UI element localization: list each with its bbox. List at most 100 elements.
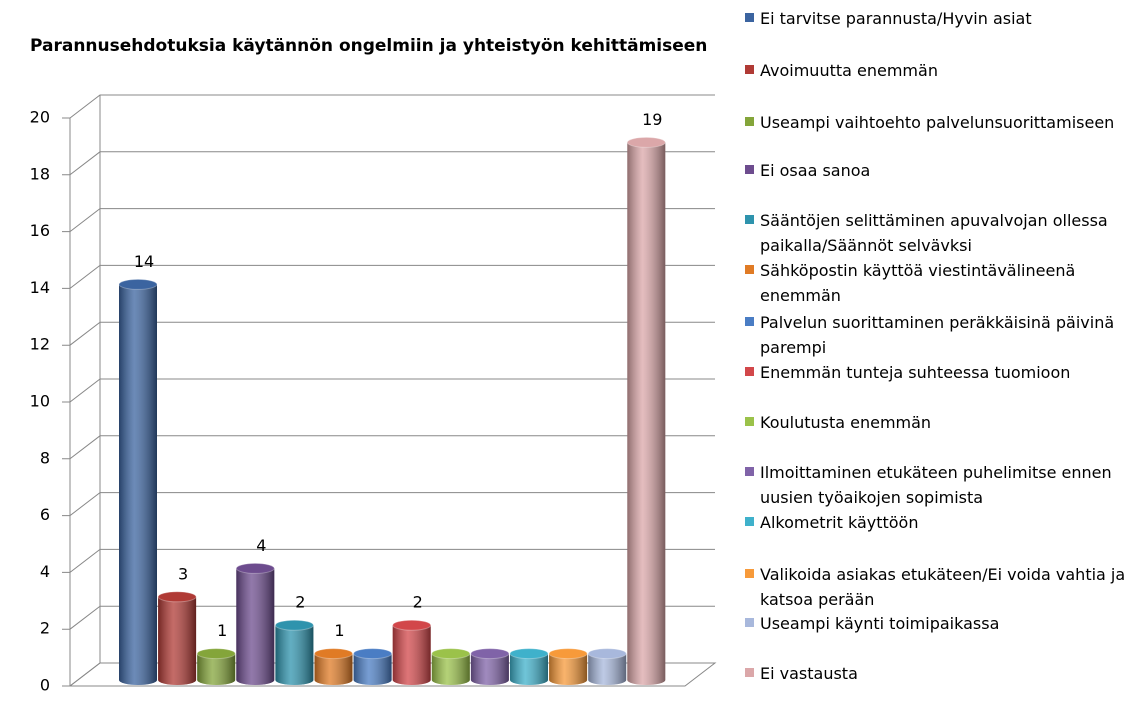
grid-line bbox=[62, 321, 715, 346]
bar-shade bbox=[431, 653, 470, 685]
bar-shade bbox=[236, 568, 275, 685]
bar-top bbox=[548, 648, 588, 660]
bar-shade bbox=[353, 653, 392, 685]
bar-top bbox=[587, 648, 627, 660]
y-tick-label: 2 bbox=[40, 619, 50, 638]
legend-label: Enemmän tunteja suhteessa tuomioon bbox=[760, 363, 1071, 382]
legend-label: Ei vastausta bbox=[760, 664, 858, 683]
bar-shade bbox=[470, 653, 509, 685]
y-tick-label: 12 bbox=[30, 335, 50, 354]
data-label: 1 bbox=[217, 621, 227, 640]
bar bbox=[274, 619, 314, 685]
y-tick-label: 6 bbox=[40, 505, 50, 524]
bar-top bbox=[353, 648, 393, 660]
grid-line bbox=[62, 94, 715, 119]
y-tick-label: 18 bbox=[30, 164, 50, 183]
data-label: 19 bbox=[642, 110, 662, 129]
legend-swatch bbox=[745, 367, 754, 376]
grid-line bbox=[62, 435, 715, 460]
bar-top bbox=[509, 648, 549, 660]
legend-item: Sääntöjen selittäminen apuvalvojan olles… bbox=[745, 208, 1134, 258]
data-label: 2 bbox=[413, 593, 423, 612]
legend-label: Ei tarvitse parannusta/Hyvin asiat bbox=[760, 9, 1032, 28]
bar-top bbox=[118, 278, 158, 290]
grid-line bbox=[62, 548, 715, 573]
legend-swatch bbox=[745, 668, 754, 677]
legend-item: Koulutusta enemmän bbox=[745, 410, 1134, 435]
legend-item: Enemmän tunteja suhteessa tuomioon bbox=[745, 360, 1134, 385]
legend-swatch bbox=[745, 265, 754, 274]
grid-line bbox=[62, 605, 715, 630]
bar-shade bbox=[588, 653, 627, 685]
data-label: 14 bbox=[134, 252, 154, 271]
bar bbox=[196, 648, 236, 685]
legend-label: Valikoida asiakas etukäteen/Ei voida vah… bbox=[760, 565, 1126, 609]
bar bbox=[431, 648, 471, 685]
y-tick-label: 8 bbox=[40, 448, 50, 467]
bar bbox=[470, 648, 510, 685]
legend-swatch bbox=[745, 165, 754, 174]
grid-line bbox=[62, 492, 715, 517]
grid-line bbox=[62, 378, 715, 403]
y-tick-label: 14 bbox=[30, 278, 50, 297]
data-label: 3 bbox=[178, 564, 188, 583]
grid-line bbox=[62, 151, 715, 176]
data-label: 4 bbox=[256, 536, 266, 555]
legend-swatch bbox=[745, 569, 754, 578]
bar-top bbox=[470, 648, 510, 660]
y-tick-label: 4 bbox=[40, 562, 50, 581]
legend-swatch bbox=[745, 618, 754, 627]
grid-line bbox=[62, 264, 715, 289]
legend-item: Avoimuutta enemmän bbox=[745, 58, 1134, 83]
bar-shade bbox=[627, 142, 666, 685]
legend-item: Ei vastausta bbox=[745, 661, 1134, 686]
bar bbox=[587, 648, 627, 685]
bar bbox=[235, 562, 275, 685]
bar-shade bbox=[158, 596, 197, 685]
bar-shade bbox=[119, 284, 157, 685]
legend-swatch bbox=[745, 317, 754, 326]
legend-item: Ei osaa sanoa bbox=[745, 158, 1134, 183]
bar-top bbox=[392, 619, 432, 631]
legend-label: Avoimuutta enemmän bbox=[760, 61, 938, 80]
y-tick-label: 20 bbox=[30, 108, 50, 127]
legend-item: Palvelun suorittaminen peräkkäisinä päiv… bbox=[745, 310, 1134, 360]
y-tick-label: 0 bbox=[40, 676, 50, 695]
legend-item: Ilmoittaminen etukäteen puhelimitse enne… bbox=[745, 460, 1134, 510]
grid-line bbox=[62, 208, 715, 233]
legend-label: Ei osaa sanoa bbox=[760, 161, 871, 180]
bar bbox=[392, 619, 432, 685]
bar-shade bbox=[314, 653, 353, 685]
bar-shade bbox=[275, 625, 314, 685]
legend-item: Alkometrit käyttöön bbox=[745, 510, 1134, 535]
legend-swatch bbox=[745, 517, 754, 526]
legend-swatch bbox=[745, 13, 754, 22]
legend-swatch bbox=[745, 65, 754, 74]
legend-label: Useampi vaihtoehto palvelunsuorittamisee… bbox=[760, 113, 1115, 132]
bar bbox=[353, 648, 393, 685]
bar-shade bbox=[392, 625, 431, 685]
bar-top bbox=[626, 136, 666, 148]
bar-top bbox=[274, 619, 314, 631]
legend-swatch bbox=[745, 467, 754, 476]
bar-top bbox=[235, 562, 275, 574]
bar bbox=[509, 648, 549, 685]
data-label: 1 bbox=[334, 621, 344, 640]
bar-shade bbox=[197, 653, 236, 685]
legend-swatch bbox=[745, 417, 754, 426]
bar-top bbox=[196, 648, 236, 660]
legend-item: Sähköpostin käyttöä viestintävälineenä e… bbox=[745, 258, 1134, 308]
legend-label: Useampi käynti toimipaikassa bbox=[760, 614, 1000, 633]
legend-item: Useampi käynti toimipaikassa bbox=[745, 611, 1134, 636]
legend-item: Ei tarvitse parannusta/Hyvin asiat bbox=[745, 6, 1134, 31]
legend-label: Koulutusta enemmän bbox=[760, 413, 932, 432]
bar-shade bbox=[549, 653, 588, 685]
legend-label: Ilmoittaminen etukäteen puhelimitse enne… bbox=[760, 463, 1112, 507]
data-label: 2 bbox=[295, 593, 305, 612]
legend-swatch bbox=[745, 117, 754, 126]
bar bbox=[118, 278, 158, 685]
legend-label: Sähköpostin käyttöä viestintävälineenä e… bbox=[760, 261, 1076, 305]
bar bbox=[626, 136, 666, 685]
bar bbox=[314, 648, 353, 685]
